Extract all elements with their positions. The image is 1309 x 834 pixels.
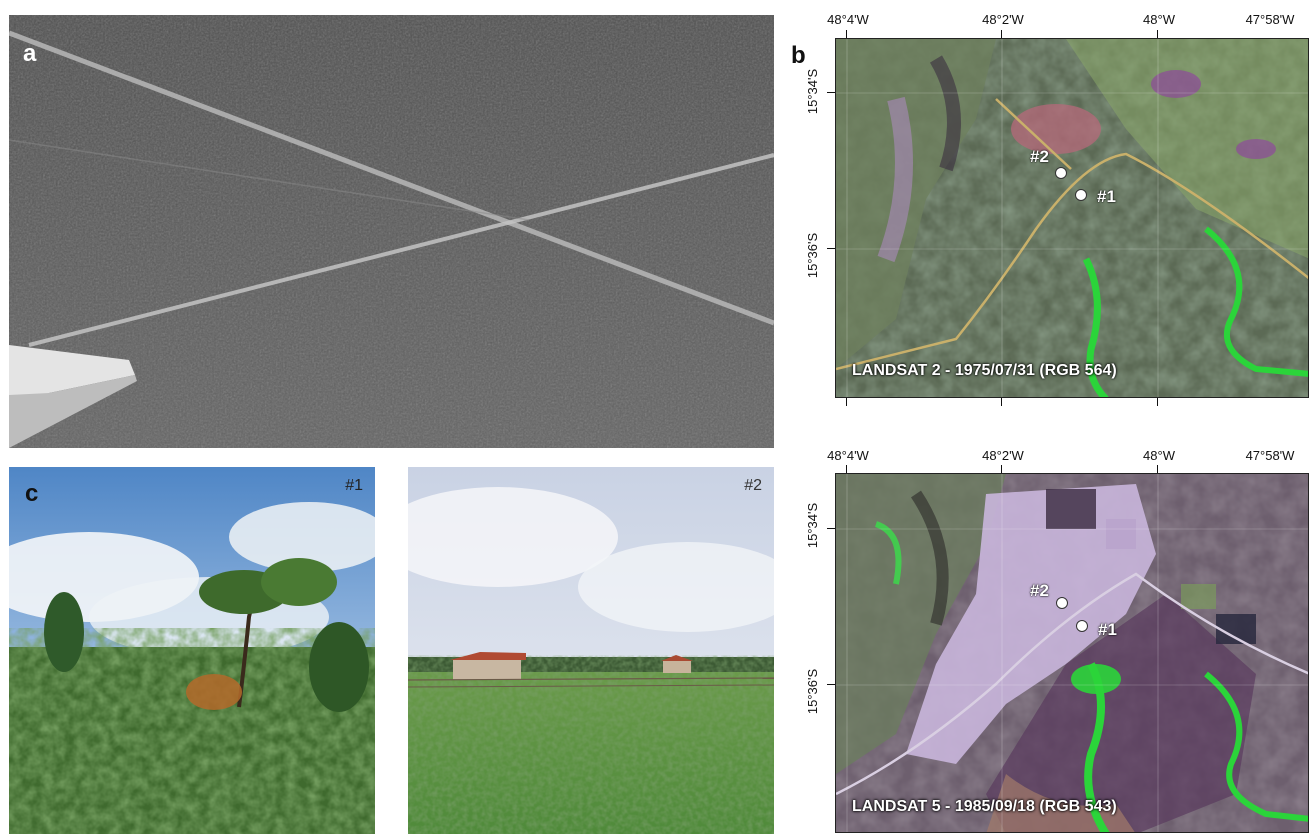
lon-label: 48°W [1143, 12, 1175, 27]
lon-tick [1001, 30, 1002, 38]
lon-label: 48°W [1143, 448, 1175, 463]
lon-tick [846, 30, 847, 38]
photo-site-tag-1: #1 [345, 477, 363, 494]
lat-tick [827, 684, 835, 685]
site-marker-1 [1076, 620, 1088, 632]
lon-tick [1157, 30, 1158, 38]
field-photo-site-1: #1 [9, 467, 375, 834]
lon-label: 48°2'W [982, 12, 1024, 27]
aerial-photo-panel-a: a [9, 15, 774, 448]
landsat-2-image [836, 39, 1308, 397]
lat-label: 15°36'S [805, 668, 821, 715]
lat-tick [827, 92, 835, 93]
lon-tick [846, 465, 847, 473]
map-image-1975: #2 #1 LANDSAT 2 - 1975/07/31 (RGB 564) [835, 38, 1309, 398]
lon-tick [1001, 465, 1002, 473]
satellite-map-1975: 48°4'W 48°2'W 48°W 47°58'W 15°34'S 15°36… [805, 12, 1309, 412]
panel-label-b: b [791, 42, 806, 69]
field-photo-site-2: #2 [408, 467, 774, 834]
lat-tick [827, 528, 835, 529]
aerial-photo [9, 15, 774, 448]
savanna-photo [9, 467, 375, 834]
satellite-map-1985: 48°4'W 48°2'W 48°W 47°58'W 15°34'S 15°36… [805, 448, 1309, 834]
lat-label: 15°34'S [805, 68, 821, 115]
landsat-5-image [836, 474, 1308, 832]
site-label-1: #1 [1097, 187, 1116, 206]
map-caption-1985: LANDSAT 5 - 1985/09/18 (RGB 543) [852, 798, 1117, 815]
site-marker-2 [1055, 167, 1067, 179]
lon-label: 48°4'W [827, 12, 869, 27]
panel-label-a: a [23, 40, 37, 67]
lon-tick [1157, 465, 1158, 473]
lon-tick [1157, 398, 1158, 406]
map-caption-1975: LANDSAT 2 - 1975/07/31 (RGB 564) [852, 362, 1117, 379]
lat-tick [827, 248, 835, 249]
photo-site-tag-2: #2 [744, 477, 762, 494]
lon-tick [1001, 398, 1002, 406]
site-marker-2 [1056, 597, 1068, 609]
lon-tick [846, 398, 847, 406]
lon-label: 48°2'W [982, 448, 1024, 463]
lat-label: 15°34'S [805, 502, 821, 549]
map-image-1985: #2 #1 LANDSAT 5 - 1985/09/18 (RGB 543) [835, 473, 1309, 833]
site-marker-1 [1075, 189, 1087, 201]
lon-label: 48°4'W [827, 448, 869, 463]
site-label-2: #2 [1030, 147, 1049, 166]
panel-label-c: c [25, 480, 39, 507]
site-label-1: #1 [1098, 620, 1117, 639]
site-label-2: #2 [1030, 581, 1049, 600]
lon-label: 47°58'W [1245, 12, 1295, 27]
lon-label: 47°58'W [1245, 448, 1295, 463]
pasture-photo [408, 467, 774, 834]
lat-label: 15°36'S [805, 232, 821, 279]
